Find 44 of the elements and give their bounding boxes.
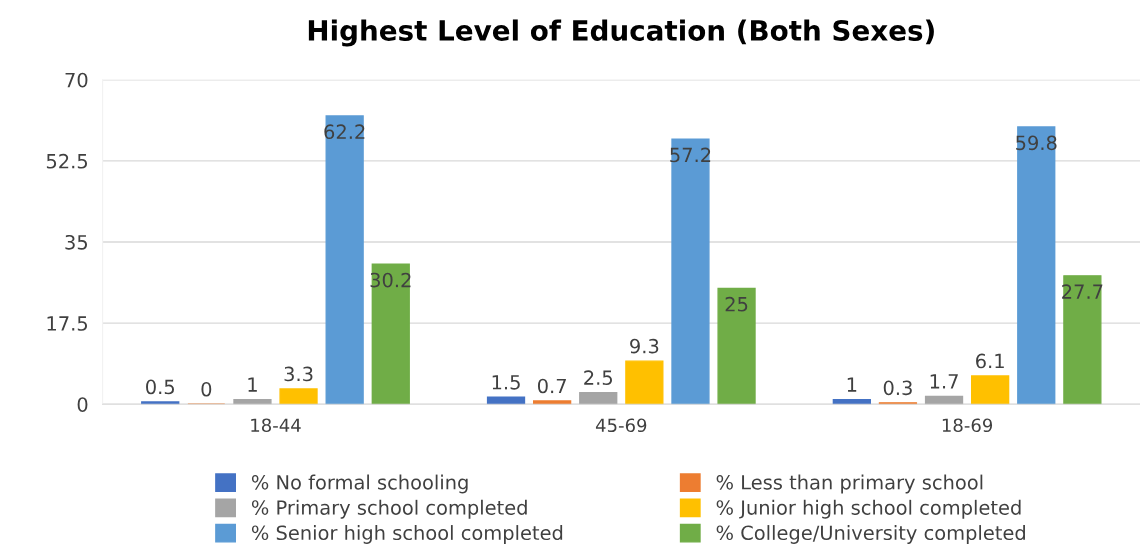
data-label: 25 <box>725 296 748 312</box>
data-label: 0.3 <box>883 380 912 396</box>
x-tick-label: 18-69 <box>942 418 993 433</box>
legend-label: % No formal schooling <box>251 474 468 494</box>
data-label: 1.5 <box>492 375 520 390</box>
y-tick-label: 0 <box>77 397 88 412</box>
x-tick-label: 18-44 <box>251 418 301 433</box>
legend-label: % Primary school completed <box>251 499 527 519</box>
bar <box>279 388 318 405</box>
data-label: 1 <box>847 377 857 392</box>
bar <box>717 287 756 405</box>
chart-title: Highest Level of Education (Both Sexes) <box>308 19 934 47</box>
data-label: 3.3 <box>284 366 313 382</box>
y-tick-label: 70 <box>65 72 88 88</box>
x-tick-label: 45-69 <box>595 418 647 433</box>
data-label: 0.5 <box>146 379 174 395</box>
data-label: 1 <box>248 377 257 392</box>
y-tick-label: 35 <box>65 234 88 250</box>
legend-label: % Junior high school completed <box>716 499 1021 519</box>
bar <box>579 391 618 405</box>
data-label: 9.3 <box>630 338 659 354</box>
bar <box>671 138 710 405</box>
bar <box>625 360 664 405</box>
bar <box>325 115 364 405</box>
bar <box>141 401 180 405</box>
legend-label: % College/University completed <box>716 525 1025 544</box>
bar <box>486 396 526 405</box>
y-tick-label: 52.5 <box>46 153 88 169</box>
bar <box>924 395 964 405</box>
bar <box>1017 126 1056 405</box>
data-label: 0 <box>201 381 212 397</box>
data-label: 2.5 <box>584 370 613 385</box>
bar <box>832 398 871 405</box>
bar <box>1063 275 1102 405</box>
data-label: 1.7 <box>930 374 958 389</box>
data-label: 0.7 <box>537 378 566 394</box>
bar <box>971 375 1010 405</box>
y-tick-label: 17.5 <box>47 316 88 331</box>
legend-label: % Senior high school completed <box>251 525 563 544</box>
data-label: 6.1 <box>976 353 1004 369</box>
bar <box>533 400 572 405</box>
legend-label: % Less than primary school <box>716 474 983 494</box>
bar <box>233 398 272 405</box>
bar <box>371 263 410 405</box>
